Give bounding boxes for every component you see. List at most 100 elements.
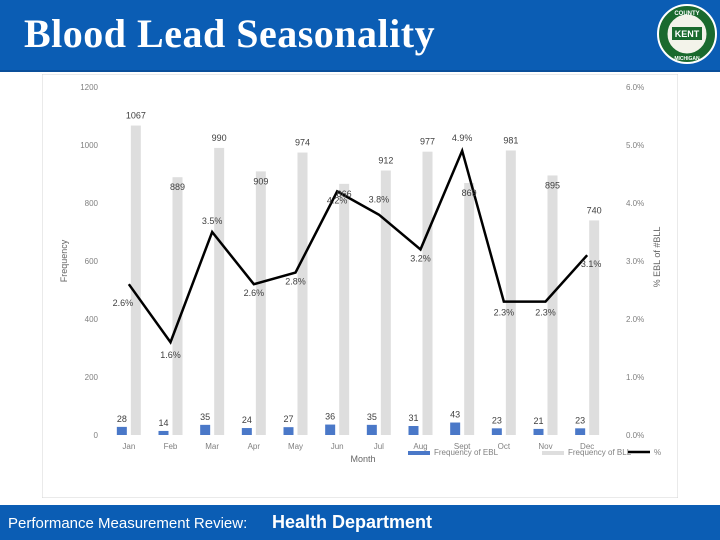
bll-bar <box>422 151 433 436</box>
ebl-data-label: 14 <box>158 418 168 428</box>
ebl-bar <box>325 424 336 435</box>
y-axis-title: Frequency <box>59 239 69 282</box>
y-tick-label: 0 <box>94 431 99 440</box>
x-tick-label: Feb <box>164 442 178 451</box>
ebl-data-label: 21 <box>533 416 543 426</box>
ebl-data-label: 35 <box>200 412 210 422</box>
pct-data-label: 4.9% <box>452 133 473 143</box>
x-tick-label: Nov <box>538 442 552 451</box>
bll-data-label: 889 <box>170 182 185 192</box>
bll-data-label: 740 <box>587 205 602 215</box>
y-tick-label: 1200 <box>80 83 98 92</box>
bll-data-label: 1067 <box>126 111 146 121</box>
seal-top-text: COUNTY <box>674 11 699 17</box>
ebl-bar <box>533 428 544 435</box>
pct-data-label: 1.6% <box>160 350 181 360</box>
bll-data-label: 977 <box>420 137 435 147</box>
pct-data-label: 2.3% <box>535 308 556 318</box>
bll-bar <box>297 152 308 435</box>
ebl-data-label: 31 <box>408 413 418 423</box>
footer-department: Health Department <box>272 512 433 532</box>
y2-tick-label: 6.0% <box>626 83 644 92</box>
bll-data-label: 869 <box>462 188 477 198</box>
footer-label: Performance Measurement Review: <box>8 515 248 532</box>
seal-center-text: KENT <box>675 29 700 39</box>
ebl-bar <box>408 426 419 435</box>
x-axis-title: Month <box>350 454 375 464</box>
x-tick-label: Oct <box>498 442 511 451</box>
y-tick-label: 800 <box>85 199 99 208</box>
legend: Frequency of EBL Frequency of BLL% <box>408 448 661 457</box>
pct-data-label: 4.2% <box>327 195 348 205</box>
bll-bar <box>255 171 266 435</box>
y2-tick-label: 3.0% <box>626 257 644 266</box>
legend-label-bll: Frequency of BLL <box>568 448 632 457</box>
ebl-bar <box>116 426 127 435</box>
pct-data-label: 3.5% <box>202 216 223 226</box>
ebl-bar <box>200 424 211 435</box>
combo-chart: 0 200 400 600 800 1000 1200 0.0% 1.0% 2.0% 3.0% 4.… <box>41 73 679 499</box>
y2-tick-label: 2.0% <box>626 315 644 324</box>
ebl-data-label: 28 <box>117 414 127 424</box>
page-title: Blood Lead Seasonality <box>24 11 436 56</box>
ebl-bar <box>158 430 169 435</box>
x-tick-label: Dec <box>580 442 594 451</box>
legend-swatch-ebl <box>408 451 430 455</box>
ebl-data-label: 27 <box>283 414 293 424</box>
ebl-data-label: 24 <box>242 415 252 425</box>
bll-data-label: 895 <box>545 180 560 190</box>
y2-tick-label: 5.0% <box>626 141 644 150</box>
y-tick-label: 600 <box>85 257 99 266</box>
chart-container: 0 200 400 600 800 1000 1200 0.0% 1.0% 2.0% 3.0% 4.… <box>41 73 679 499</box>
ebl-bar <box>450 422 461 435</box>
bll-data-label: 974 <box>295 138 310 148</box>
bll-bar <box>339 183 350 435</box>
ebl-data-label: 43 <box>450 410 460 420</box>
ebl-bar <box>366 424 377 435</box>
y-tick-label: 400 <box>85 315 99 324</box>
bll-bar <box>130 125 141 435</box>
county-seal-logo: KENT COUNTY MICHIGAN <box>657 4 717 64</box>
seal-bottom-text: MICHIGAN <box>674 56 700 62</box>
bll-bar <box>172 177 183 435</box>
bll-bar <box>505 150 516 435</box>
pct-data-label: 3.1% <box>581 259 602 269</box>
ebl-bar <box>241 428 252 435</box>
legend-label-pct: % <box>654 448 661 457</box>
y-tick-label: 200 <box>85 373 99 382</box>
bll-bar <box>589 220 600 435</box>
pct-data-label: 3.2% <box>410 253 431 263</box>
bll-bar <box>464 182 475 435</box>
ebl-data-label: 35 <box>367 412 377 422</box>
x-tick-label: Mar <box>205 442 219 451</box>
x-tick-label: Jan <box>122 442 135 451</box>
pct-data-label: 2.8% <box>285 277 306 287</box>
bll-data-label: 866 <box>337 189 352 199</box>
pct-data-label: 2.3% <box>494 308 515 318</box>
bll-data-label: 981 <box>503 136 518 146</box>
bll-bar <box>380 170 391 435</box>
y2-tick-label: 0.0% <box>626 431 644 440</box>
ebl-data-label: 36 <box>325 412 335 422</box>
ebl-bar <box>283 427 294 435</box>
x-tick-label: Sept <box>454 442 471 451</box>
header-bar: Blood Lead Seasonality KENT COUNTY MICHI… <box>0 0 720 72</box>
y2-axis-title: % EBL of #BLL <box>652 227 662 288</box>
bll-bar <box>214 147 225 435</box>
footer-bar: Performance Measurement Review: Health D… <box>0 505 720 540</box>
legend-label-ebl: Frequency of EBL <box>434 448 499 457</box>
ebl-bar <box>575 428 586 435</box>
legend-swatch-bll <box>542 451 564 455</box>
x-tick-label: Jul <box>374 442 384 451</box>
x-tick-label: Apr <box>248 442 261 451</box>
y-tick-label: 1000 <box>80 141 98 150</box>
ebl-data-label: 23 <box>575 415 585 425</box>
pct-data-label: 3.8% <box>369 195 390 205</box>
ebl-bar <box>491 428 502 435</box>
y2-tick-label: 1.0% <box>626 373 644 382</box>
bll-data-label: 990 <box>212 133 227 143</box>
bll-bar <box>547 175 558 435</box>
y2-tick-label: 4.0% <box>626 199 644 208</box>
bll-data-label: 909 <box>253 176 268 186</box>
pct-line-series <box>127 147 589 345</box>
